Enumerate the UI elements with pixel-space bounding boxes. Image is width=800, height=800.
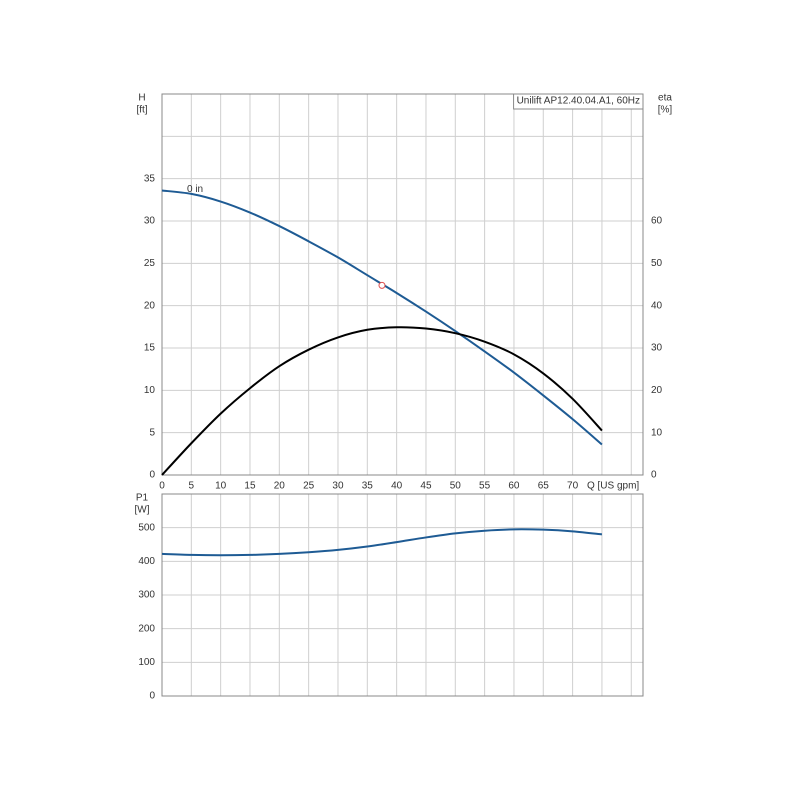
y-tick-label: 5 <box>149 427 155 438</box>
y2-tick-label: 50 <box>651 258 663 269</box>
y2-tick-label: 40 <box>651 300 663 311</box>
y2-tick-label: 20 <box>651 385 663 396</box>
y-tick-label: 20 <box>144 300 156 311</box>
x-axis-label: Q [US gpm] <box>587 481 639 492</box>
title-frame <box>513 93 644 110</box>
plot-frame <box>161 493 644 697</box>
curve <box>161 326 603 476</box>
y-tick-label: 15 <box>144 343 156 354</box>
x-tick-label: 30 <box>332 481 344 492</box>
y-tick-label: 30 <box>144 216 156 227</box>
y-axis-label: P1 <box>136 493 149 504</box>
y-tick-label: 300 <box>138 590 155 601</box>
y-axis-label: H <box>138 93 145 104</box>
y2-tick-label: 60 <box>651 216 663 227</box>
curve <box>161 528 603 557</box>
duty-point <box>378 281 386 289</box>
y-axis-unit: [W] <box>135 505 150 516</box>
plot-frame <box>161 93 644 476</box>
x-tick-label: 15 <box>244 481 256 492</box>
x-tick-label: 70 <box>567 481 579 492</box>
y-tick-label: 500 <box>138 522 155 533</box>
x-tick-label: 20 <box>274 481 286 492</box>
y-tick-label: 100 <box>138 657 155 668</box>
y-tick-label: 200 <box>138 623 155 634</box>
chart-title: Unilift AP12.40.04.A1, 60Hz <box>517 96 640 107</box>
y2-tick-label: 30 <box>651 343 663 354</box>
y-tick-label: 10 <box>144 385 156 396</box>
x-tick-label: 35 <box>362 481 374 492</box>
y-tick-label: 0 <box>149 470 155 481</box>
y-tick-label: 25 <box>144 258 156 269</box>
y2-axis-unit: [%] <box>658 105 673 116</box>
x-tick-label: 55 <box>479 481 491 492</box>
y2-axis-label: eta <box>658 93 672 104</box>
x-tick-label: 60 <box>508 481 520 492</box>
y-tick-label: 0 <box>149 691 155 702</box>
x-tick-label: 50 <box>450 481 462 492</box>
y2-tick-label: 0 <box>651 470 657 481</box>
y-tick-label: 400 <box>138 556 155 567</box>
x-tick-label: 0 <box>159 481 165 492</box>
x-tick-label: 10 <box>215 481 227 492</box>
title-box: Unilift AP12.40.04.A1, 60Hz <box>513 93 644 110</box>
y-tick-label: 35 <box>144 173 156 184</box>
curve-label: 0 in <box>187 184 203 195</box>
x-tick-label: 40 <box>391 481 403 492</box>
x-tick-label: 25 <box>303 481 315 492</box>
x-tick-label: 45 <box>420 481 432 492</box>
y2-tick-label: 10 <box>651 427 663 438</box>
x-tick-label: 5 <box>189 481 195 492</box>
x-tick-label: 65 <box>538 481 550 492</box>
y-axis-unit: [ft] <box>136 105 147 116</box>
